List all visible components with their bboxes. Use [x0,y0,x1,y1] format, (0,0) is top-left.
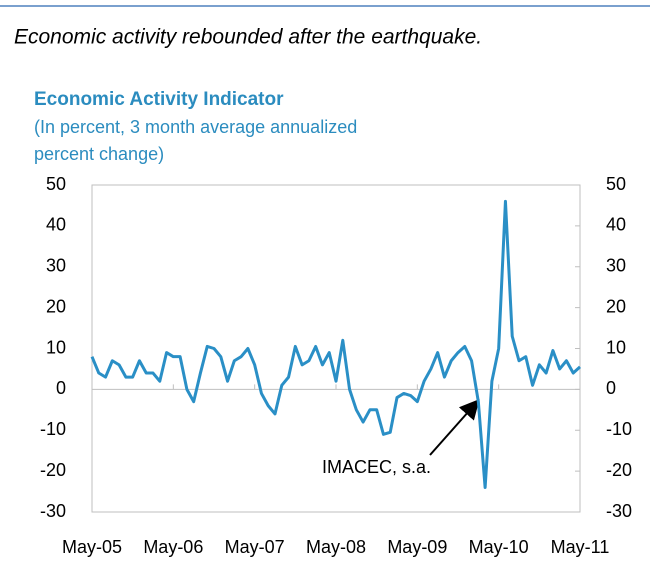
y2-tick-label: -20 [606,460,632,480]
y-tick-label: 50 [46,174,66,194]
y-tick-label: 40 [46,215,66,235]
y-tick-label: 20 [46,296,66,316]
y2-tick-label: 40 [606,215,626,235]
y2-tick-label: -10 [606,419,632,439]
x-tick-label: May-06 [143,537,203,557]
x-tick-label: May-07 [225,537,285,557]
y-tick-label: 10 [46,337,66,357]
x-tick-label: May-08 [306,537,366,557]
y2-tick-label: 10 [606,337,626,357]
y2-tick-label: 50 [606,174,626,194]
x-tick-label: May-05 [62,537,122,557]
y-tick-label: -20 [40,460,66,480]
x-tick-label: May-09 [387,537,447,557]
x-tick-label: May-10 [469,537,529,557]
chart-title: Economic Activity Indicator [34,89,284,110]
data-line [90,199,582,489]
heading: Economic activity rebounded after the ea… [14,26,482,49]
chart-subtitle: percent change) [34,144,164,164]
y2-tick-label: 20 [606,296,626,316]
annotation-arrow [429,399,480,456]
y-tick-label: -30 [40,501,66,521]
y-tick-label: -10 [40,419,66,439]
y-tick-label: 0 [56,378,66,398]
y2-tick-label: 0 [606,378,616,398]
y2-tick-label: 30 [606,256,626,276]
x-tick-label: May-11 [551,537,610,557]
chart-subtitle: (In percent, 3 month average annualized [34,117,357,137]
y-tick-label: 30 [46,256,66,276]
annotation: IMACEC, s.a. [322,457,431,477]
y2-tick-label: -30 [606,501,632,521]
